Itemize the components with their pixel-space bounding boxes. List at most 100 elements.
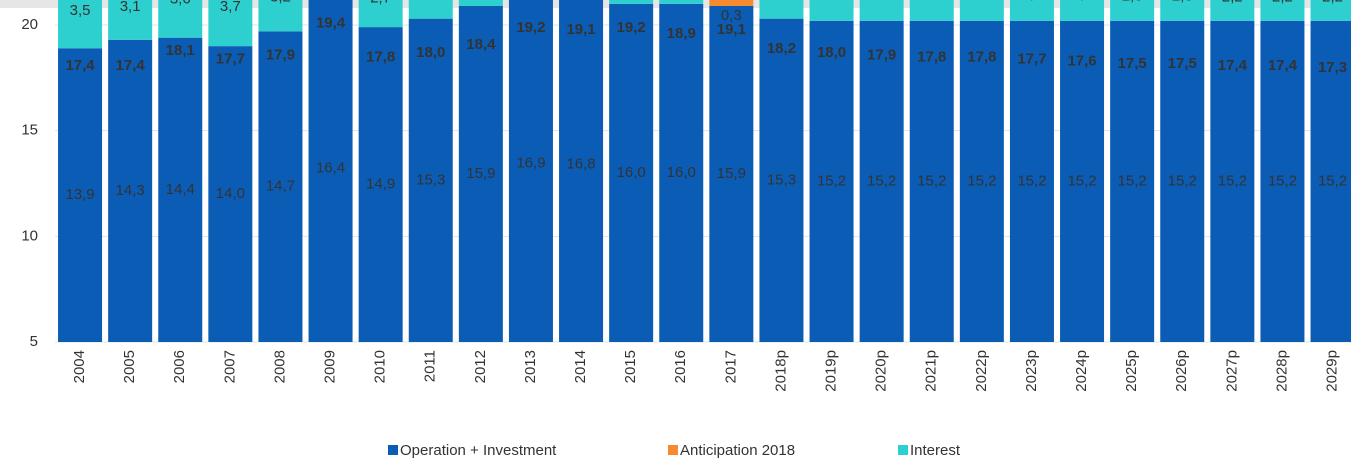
total-label: 17,4 <box>1268 57 1298 74</box>
total-label: 18,9 <box>667 25 696 42</box>
value-label: 15,3 <box>416 171 445 188</box>
x-tick-label: 2010 <box>372 350 389 383</box>
bar-segment <box>709 5 754 342</box>
bar-segment <box>58 0 103 49</box>
bar-segment <box>458 5 503 342</box>
bar-segment <box>508 0 553 342</box>
total-label: 17,8 <box>967 48 996 65</box>
bar-segment <box>108 0 153 40</box>
bar-segment <box>1060 0 1105 21</box>
value-label: 2,2 <box>1272 0 1293 5</box>
value-label: 13,9 <box>65 186 94 203</box>
total-label: 17,7 <box>216 51 245 68</box>
bar-segment <box>1210 20 1255 342</box>
x-tick-label: 2024p <box>1073 350 1090 392</box>
bar-segment <box>659 3 704 342</box>
total-label: 17,6 <box>1067 53 1096 70</box>
x-tick-label: 2016 <box>672 350 689 383</box>
bar-segment <box>1110 20 1155 342</box>
y-tick-label: 15 <box>21 122 38 139</box>
x-tick-label: 2011 <box>422 350 439 382</box>
y-tick-label: 20 <box>21 16 38 33</box>
bar-segment <box>108 39 153 342</box>
total-label: 18,0 <box>817 44 846 61</box>
x-tick-label: 2021p <box>923 350 940 392</box>
x-tick-label: 2022p <box>973 350 990 392</box>
value-label: 3,1 <box>120 0 141 15</box>
x-tick-label: 2017 <box>722 350 739 383</box>
x-tick-label: 2012 <box>472 350 489 383</box>
x-tick-label: 2008 <box>271 350 288 383</box>
value-label: 15,2 <box>1017 172 1046 189</box>
bar-segment <box>308 0 353 343</box>
value-label: 3,2 <box>270 0 291 5</box>
bar-segment <box>759 18 804 342</box>
value-label: 15,2 <box>867 172 896 189</box>
legend-label: Interest <box>910 442 961 459</box>
value-label: 14,7 <box>266 178 295 195</box>
value-label: 2,6 <box>971 0 992 1</box>
value-label: 15,2 <box>1218 172 1247 189</box>
bar-segment <box>458 0 503 6</box>
x-tick-label: 2009 <box>322 350 339 383</box>
value-label: 15,2 <box>817 172 846 189</box>
x-tick-label: 2005 <box>121 350 138 383</box>
total-label: 19,1 <box>717 21 746 38</box>
total-label: 19,4 <box>316 15 346 32</box>
bar-segment <box>909 0 954 21</box>
legend-label: Operation + Investment <box>400 442 557 459</box>
value-label: 15,2 <box>1168 172 1197 189</box>
value-label: 16,0 <box>667 164 696 181</box>
value-label: 15,9 <box>717 165 746 182</box>
x-tick-label: 2006 <box>171 350 188 383</box>
value-label: 14,9 <box>366 176 395 193</box>
total-label: 19,2 <box>617 19 646 36</box>
bar-segment <box>358 27 403 342</box>
value-label: 2,7 <box>370 0 391 7</box>
total-label: 17,9 <box>867 46 896 63</box>
bar-segment <box>1110 0 1155 21</box>
bar-segment <box>208 46 253 343</box>
total-label: 18,1 <box>166 42 195 59</box>
bar-segment <box>1260 20 1305 342</box>
total-label: 17,4 <box>116 57 146 74</box>
total-label: 17,5 <box>1168 55 1197 72</box>
total-label: 18,4 <box>466 36 496 53</box>
value-label: 3,7 <box>220 0 241 15</box>
total-label: 17,8 <box>917 48 946 65</box>
total-label: 17,9 <box>266 46 295 63</box>
x-tick-label: 2007 <box>221 350 238 383</box>
value-label: 3,6 <box>170 0 191 8</box>
y-tick-label: 10 <box>21 227 38 244</box>
value-label: 14,4 <box>166 181 195 198</box>
value-label: 2,2 <box>1322 0 1343 5</box>
value-label: 15,3 <box>767 171 796 188</box>
total-label: 17,5 <box>1118 55 1147 72</box>
x-tick-label: 2026p <box>1173 350 1190 392</box>
legend-swatch <box>668 445 678 455</box>
y-tick-label: 5 <box>30 333 38 350</box>
value-label: 15,2 <box>967 172 996 189</box>
bar-segment <box>759 0 804 19</box>
x-tick-label: 2023p <box>1023 350 1040 392</box>
x-tick-label: 2018p <box>772 350 789 392</box>
bar-segment <box>809 0 854 21</box>
bar-segment <box>58 48 103 342</box>
total-label: 17,7 <box>1017 51 1046 68</box>
bar-segment <box>158 37 203 343</box>
total-label: 17,4 <box>1218 57 1248 74</box>
value-label: 15,9 <box>466 165 495 182</box>
value-label: 14,0 <box>216 185 245 202</box>
legend-swatch <box>388 445 398 455</box>
total-label: 17,4 <box>65 57 95 74</box>
bar-segment <box>859 20 904 342</box>
bar-segment <box>258 31 303 343</box>
total-label: 18,2 <box>767 40 796 57</box>
value-label: 2,5 <box>1022 0 1043 2</box>
bar-segment <box>909 20 954 342</box>
value-label: 0,3 <box>721 7 742 24</box>
bar-segment <box>358 0 403 28</box>
bar-segment <box>709 0 754 6</box>
total-label: 19,2 <box>516 19 545 36</box>
